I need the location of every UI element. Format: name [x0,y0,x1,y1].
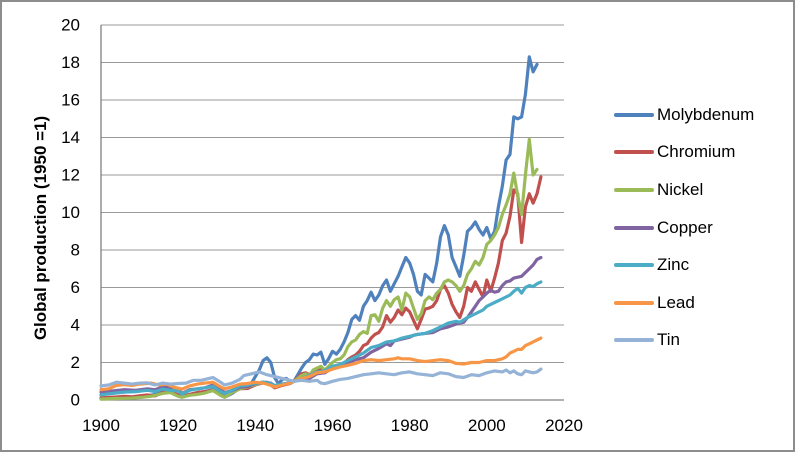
legend-swatch-tin [614,338,654,343]
y-tick-label: 2 [71,353,80,372]
y-tick-label: 4 [71,316,80,335]
series-line-tin [99,367,543,388]
y-tick-label: 6 [71,278,80,297]
legend-item-lead: Lead [614,284,754,322]
legend-label-nickel: Nickel [657,179,704,199]
legend-swatch-zinc [614,263,654,268]
legend-item-molybdenum: Molybdenum [614,96,754,134]
series-line-lead [99,336,543,392]
y-tick-label: 14 [61,128,80,147]
y-tick-label: 8 [71,241,80,260]
legend: Molybdenum Chromium Nickel Copper Zinc Lead Ti… [614,96,754,359]
y-tick-label: 16 [61,91,80,110]
y-axis-title: Global production (1950 =1) [31,115,50,341]
series-line-zinc [99,280,543,397]
x-tick-label: 1940 [236,416,274,435]
legend-label-chromium: Chromium [657,142,736,162]
x-tick-label: 2020 [545,416,583,435]
series-line-nickel [99,137,539,401]
legend-item-chromium: Chromium [614,134,754,172]
y-tick-label: 18 [61,53,80,72]
y-tick-label: 10 [61,203,80,222]
legend-swatch-nickel [614,187,654,192]
legend-swatch-molybdenum [614,112,654,117]
series-line-molybdenum [99,55,539,401]
y-tick-label: 12 [61,166,80,185]
y-tick-label: 20 [61,16,80,35]
x-tick-label: 1960 [314,416,352,435]
x-tick-label: 1980 [391,416,429,435]
y-tick-label: 0 [71,391,80,410]
legend-label-molybdenum: Molybdenum [657,104,755,124]
legend-swatch-copper [614,225,654,230]
x-tick-label: 2000 [468,416,506,435]
legend-item-nickel: Nickel [614,171,754,209]
x-tick-label: 1920 [159,416,197,435]
legend-label-zinc: Zinc [657,255,690,275]
legend-label-lead: Lead [657,292,695,312]
legend-item-tin: Tin [614,322,754,360]
legend-label-tin: Tin [657,330,680,350]
legend-item-zinc: Zinc [614,246,754,284]
legend-item-copper: Copper [614,209,754,247]
legend-swatch-lead [614,300,654,305]
legend-label-copper: Copper [657,217,713,237]
x-tick-label: 1900 [82,416,120,435]
legend-swatch-chromium [614,150,654,155]
